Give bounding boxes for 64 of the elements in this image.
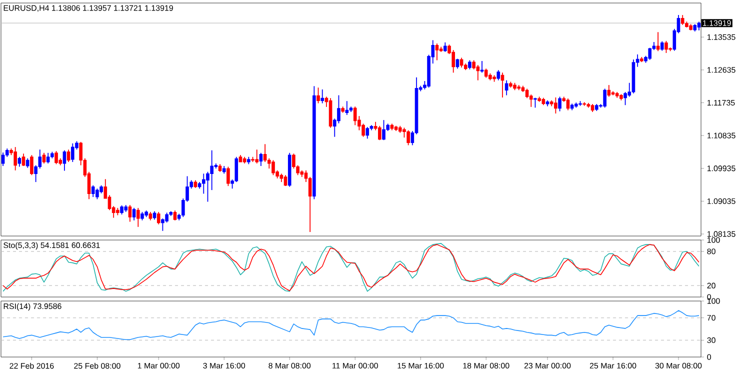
candlestick [272,160,275,176]
candlestick [607,84,611,98]
candlestick [42,152,46,164]
candlestick [554,96,558,114]
candlestick [603,88,606,108]
candlestick [366,126,370,140]
candlestick [435,43,439,61]
candlestick [91,184,95,198]
candlestick [472,60,476,70]
candlestick [66,149,70,162]
candlestick [120,204,124,215]
candlestick [345,100,349,116]
candlestick [226,166,230,186]
candlestick [504,80,508,96]
candlestick [70,142,74,162]
candlestick [558,96,562,112]
candlestick [128,204,132,222]
candlestick [1,152,5,166]
candlestick [444,42,447,52]
candlestick [136,207,140,228]
candlestick [132,207,136,221]
candlestick [378,125,382,141]
candlestick [54,150,58,165]
candlestick [165,212,168,223]
candlestick [156,211,160,225]
candlestick [259,152,263,166]
candlestick [316,87,320,104]
candlestick [566,98,570,111]
candlestick [406,130,410,146]
candlestick [22,153,26,166]
candlestick [460,57,464,68]
candlestick [525,88,529,99]
candlestick [96,188,99,200]
candlestick [46,152,50,164]
candlestick [468,60,472,70]
candlestick [202,173,206,194]
candlestick [14,146,17,171]
candlestick [680,14,684,26]
candlestick [173,210,177,221]
candlestick [656,32,660,52]
candlestick [62,150,66,172]
candlestick [624,92,627,106]
candlestick [476,64,480,81]
candlestick [496,70,500,81]
candlestick [382,120,386,141]
candlestick [648,47,652,60]
candlestick [30,154,34,176]
candlestick [362,123,365,138]
candlestick [484,68,488,78]
candlestick [308,176,312,232]
candlestick [161,218,164,232]
candlestick [234,156,238,182]
candlestick [210,150,214,191]
candlestick [320,88,324,104]
candlestick [529,94,533,108]
candlestick [660,40,664,52]
candlestick [664,40,668,54]
candlestick [337,94,340,124]
candlestick [452,50,455,74]
candlestick [18,156,22,168]
candlestick [26,158,30,168]
candlestick [263,144,267,162]
candlestick [284,174,288,186]
candlestick [255,149,259,164]
